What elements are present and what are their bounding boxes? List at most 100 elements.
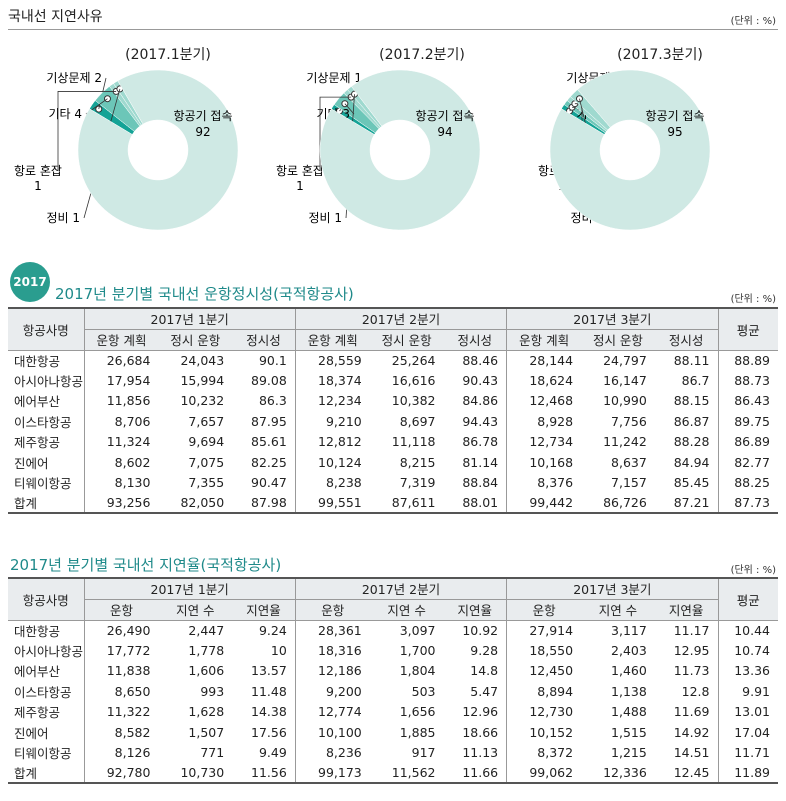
table-cell: 이스타항공 (8, 681, 85, 702)
table-cell: 에어부산 (8, 660, 85, 682)
table-cell: 대한항공 (8, 620, 85, 641)
table-cell: 12,812 (318, 434, 362, 450)
col-header: 평균 (718, 307, 778, 351)
table-cell: 1,488 (611, 704, 647, 720)
col-header: 항공사명 (8, 577, 85, 621)
table-cell: 8,236 (325, 745, 362, 761)
table-cell: 대한항공 (8, 350, 85, 371)
table-cell: 11.89 (718, 762, 778, 785)
table-row: 아시아나항공 17,772 1,778 10 18,316 1,700 9.28 18,550… (8, 640, 778, 661)
table-cell: 86.87 (654, 411, 719, 432)
table-cell: 85.61 (232, 431, 296, 452)
table-cell: 이스타항공 (8, 411, 85, 432)
table-cell: 3,097 (399, 622, 436, 638)
col-header: 정시성 (443, 329, 508, 351)
table-cell: 9,694 (188, 434, 225, 450)
table-cell: 11,322 (106, 704, 151, 720)
table-cell: 7,157 (611, 475, 647, 491)
table-cell: 8,372 (537, 745, 574, 761)
table-row: 이스타항공 8,650 993 11.48 9,200 503 5.47 8,894 1,138… (8, 681, 778, 702)
table-cell: 10.74 (734, 643, 770, 659)
table-cell: 8,376 (537, 475, 574, 491)
table-cell: 7,355 (188, 475, 225, 491)
table-cell: 1,656 (399, 704, 436, 720)
col-header: 지연 수 (369, 599, 444, 621)
table-cell: 24,797 (603, 352, 647, 368)
table-cell: 9.28 (443, 640, 508, 661)
table-cell: 771 (200, 745, 225, 761)
table-cell: 8,637 (611, 454, 647, 470)
table-cell: 10,100 (318, 724, 362, 740)
table-cell: 11.66 (443, 762, 508, 785)
col-header: 정시 운항 (158, 329, 233, 351)
table-cell: 16,147 (603, 373, 647, 389)
table-cell: 11.17 (654, 620, 719, 641)
table-cell: 27,914 (529, 622, 574, 638)
table-cell: 28,361 (318, 622, 362, 638)
table-cell: 11,856 (106, 393, 151, 409)
table-cell: 88.46 (443, 350, 508, 371)
table-cell: 11.73 (654, 660, 719, 682)
table-cell: 2,447 (188, 622, 225, 638)
table-cell: 14.38 (232, 701, 296, 722)
col-header: 운항 계획 (295, 329, 370, 351)
table-row: 합계 93,256 82,050 87.98 99,551 87,611 88.01 99,4… (8, 492, 778, 515)
table-cell: 1,885 (399, 724, 436, 740)
pie1-value-항로 혼잡: 1 (34, 179, 42, 193)
table-cell: 17.04 (734, 724, 770, 740)
table-cell: 3,117 (611, 622, 647, 638)
table-cell: 18,374 (318, 373, 362, 389)
table-cell: 99,551 (295, 492, 370, 515)
table-cell: 503 (411, 683, 436, 699)
table-cell: 88.15 (654, 390, 719, 412)
table-row: 진에어 8,602 7,075 82.25 10,124 8,215 81.14 10,168… (8, 451, 778, 473)
pie2-label-정비: 정비 1 (308, 211, 342, 225)
table-cell: 11,118 (391, 434, 436, 450)
table-cell: 88.84 (443, 472, 508, 493)
table-cell: 12,336 (581, 762, 655, 785)
table-cell: 아시아나항공 (8, 370, 85, 391)
table-cell: 제주항공 (8, 701, 85, 722)
table-cell: 11,242 (603, 434, 647, 450)
pie-title-q2: (2017.2분기) (379, 47, 465, 63)
table-cell: 진에어 (8, 721, 85, 743)
col-header: 항공사명 (8, 307, 85, 351)
table-cell: 94.43 (443, 411, 508, 432)
table-cell: 90.47 (232, 472, 296, 493)
table1-title: 2017년 분기별 국내선 운항정시성(국적항공사) (55, 285, 354, 303)
table-cell: 11,562 (369, 762, 444, 785)
table-cell: 12.96 (443, 701, 508, 722)
table-row: 아시아나항공 17,954 15,994 89.08 18,374 16,616 90.43… (8, 370, 778, 391)
group-header: 2017년 3분기 (506, 577, 719, 600)
table-cell: 1,628 (188, 704, 225, 720)
pie3-value-main: 95 (667, 125, 682, 139)
table-cell: 90.43 (443, 370, 508, 391)
table-cell: 1,215 (611, 745, 647, 761)
table-cell: 1,460 (611, 663, 647, 679)
table-cell: 10,382 (391, 393, 436, 409)
table-cell: 2,403 (611, 643, 647, 659)
table-cell: 10,124 (318, 454, 362, 470)
table-cell: 99,442 (506, 492, 582, 515)
table-row: 대한항공 26,490 2,447 9.24 28,361 3,097 10.92 27,91… (8, 620, 778, 641)
table-cell: 86.89 (734, 434, 770, 450)
table-cell: 82.25 (232, 451, 296, 473)
table-cell: 82.77 (734, 454, 770, 470)
table-cell: 합계 (8, 492, 85, 515)
table-cell: 93,256 (84, 492, 159, 515)
pie2-label-기상문제: 기상문제 1 (306, 71, 362, 85)
table-cell: 14.92 (654, 721, 719, 743)
pie2-value-항로 혼잡: 1 (296, 179, 304, 193)
ontime-table: 항공사명 2017년 1분기 2017년 2분기 2017년 3분기 평균 운항 계획 정시… (8, 307, 778, 515)
table-cell: 12.45 (654, 762, 719, 785)
table-cell: 8,650 (114, 683, 151, 699)
table-cell: 8,126 (114, 745, 151, 761)
col-header: 지연 수 (581, 599, 655, 621)
table-cell: 16,616 (391, 373, 436, 389)
table-cell: 12,774 (318, 704, 362, 720)
table-cell: 88.01 (443, 492, 508, 515)
table-cell: 88.25 (734, 475, 770, 491)
table-cell: 86.78 (443, 431, 508, 452)
title-divider (8, 29, 778, 30)
pie-title-q3: (2017.3분기) (617, 47, 703, 63)
